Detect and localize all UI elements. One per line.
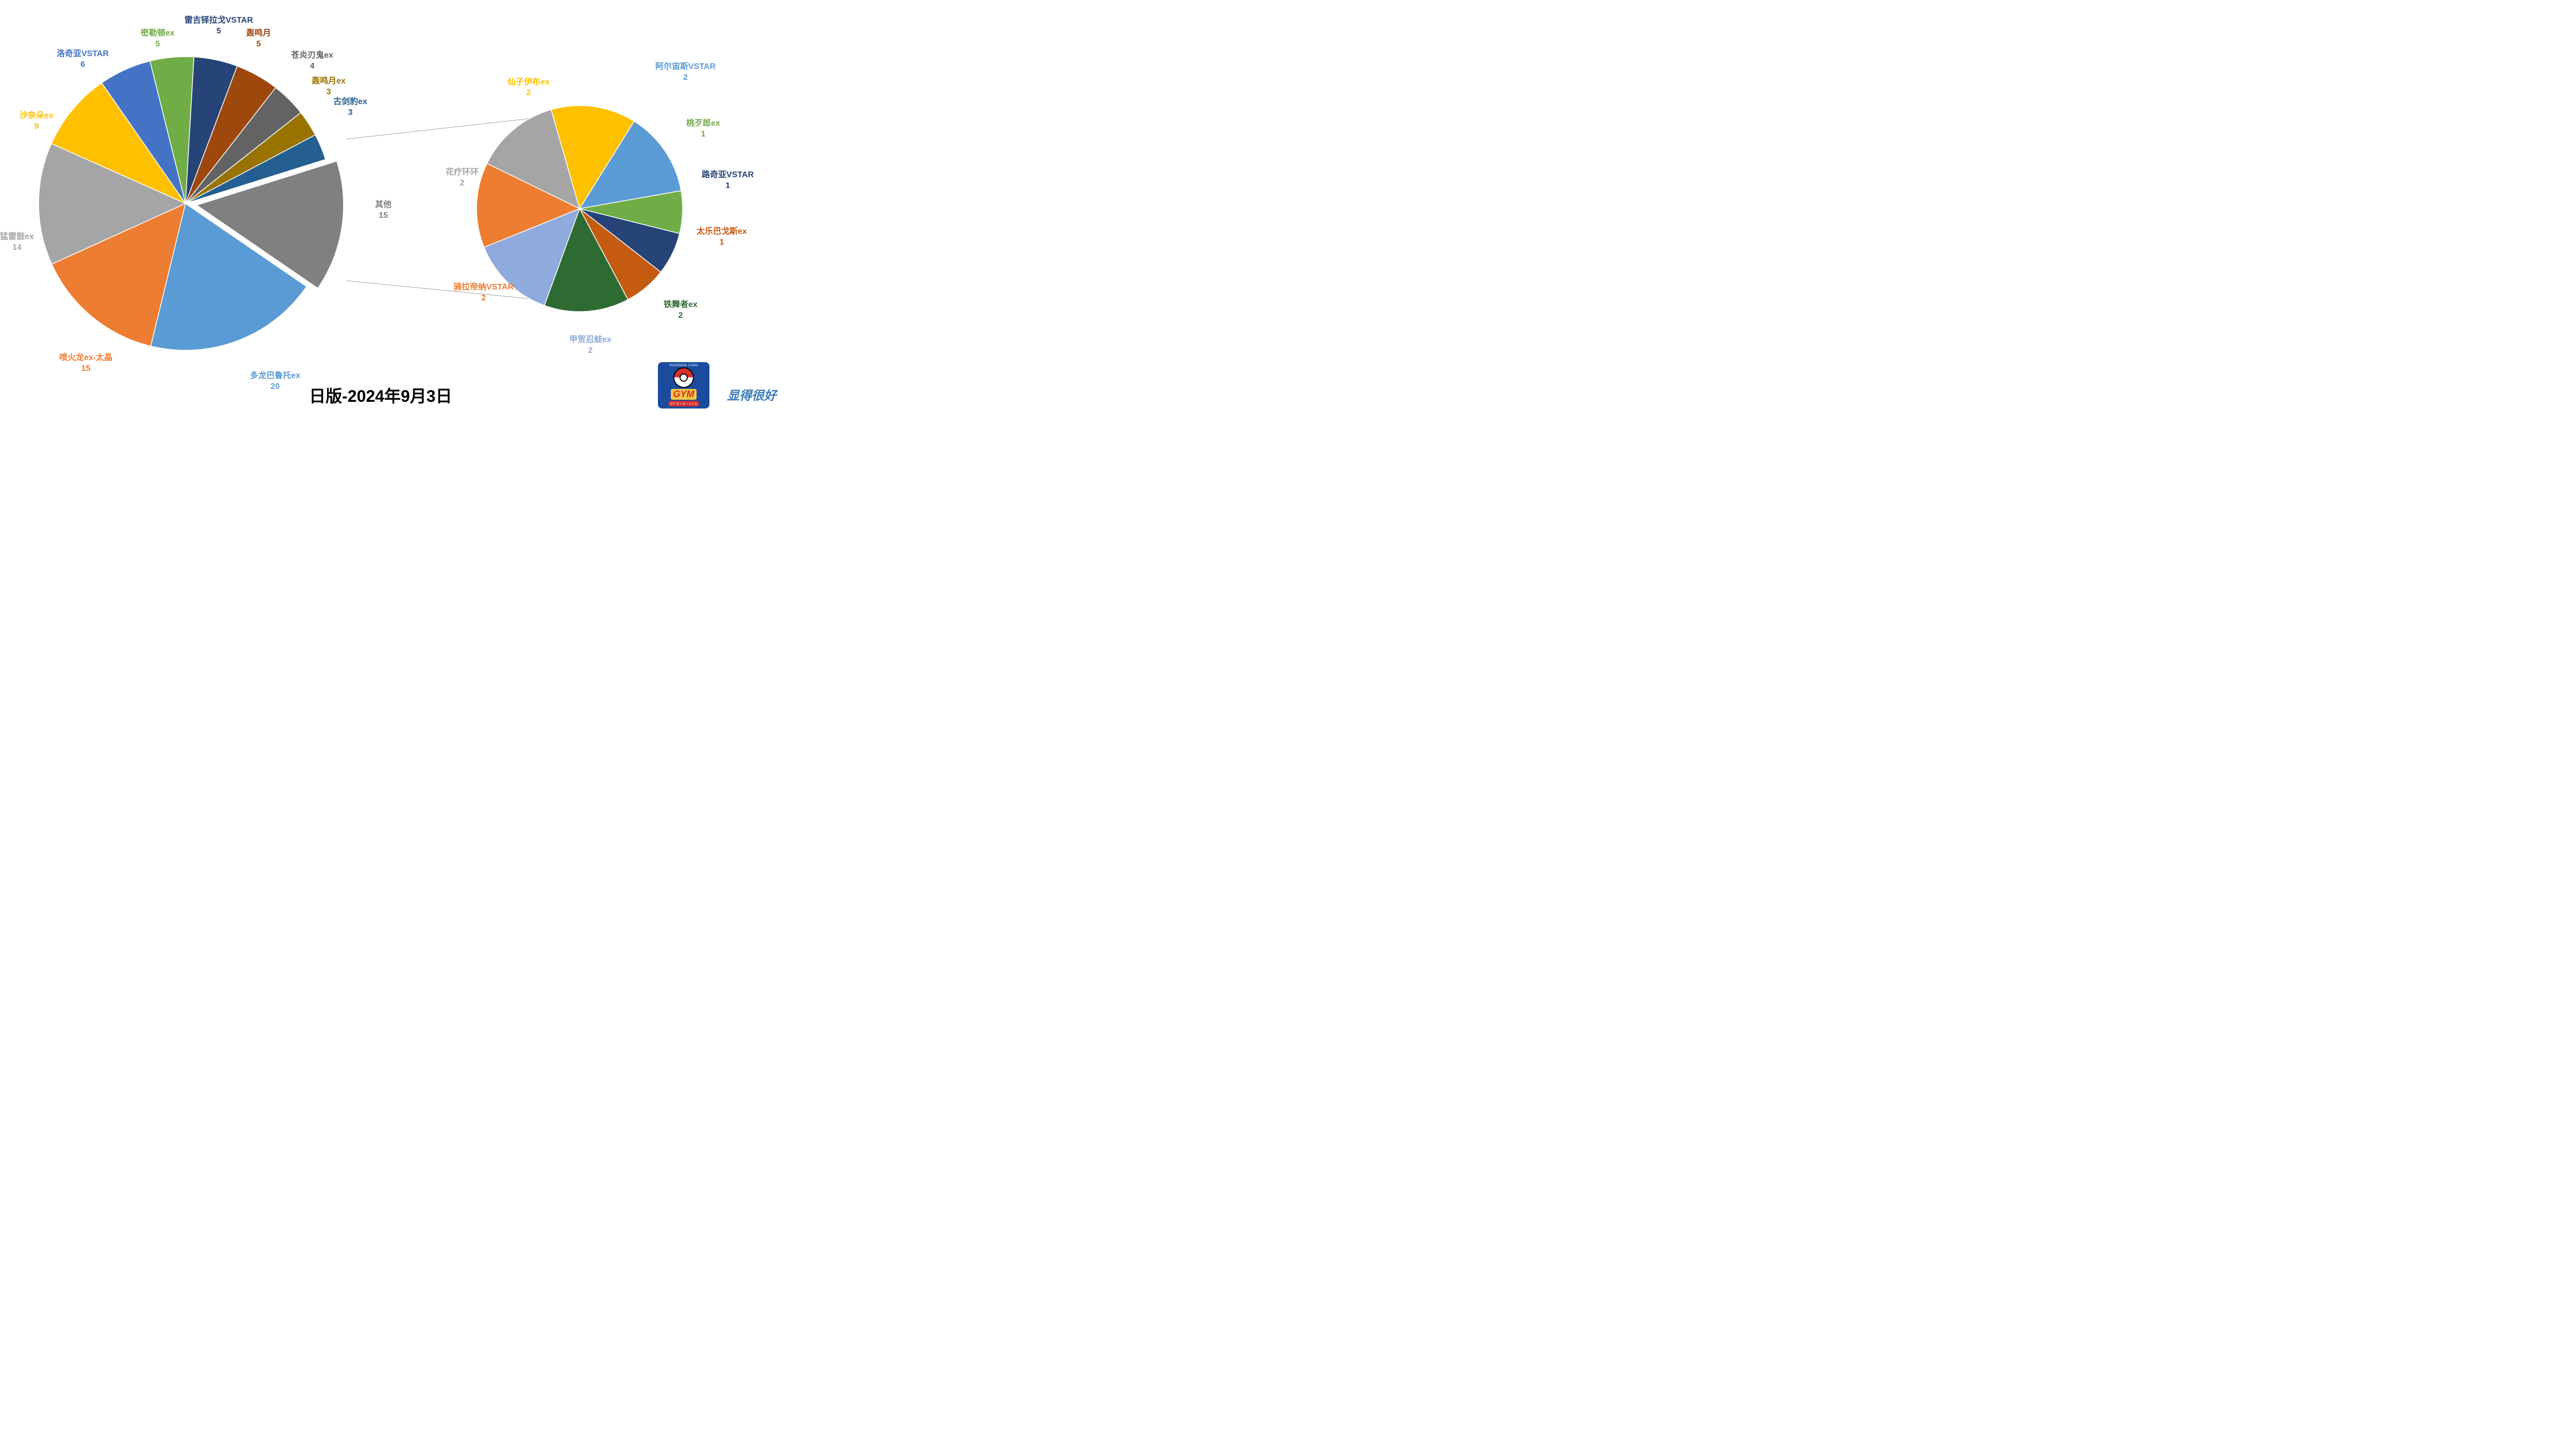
slice-name: 铁舞者ex	[664, 300, 698, 311]
pokemon-card-gym-logo: POKÉMON CARD GYM ポケモンカードジム	[658, 362, 709, 408]
pie-slice-label: 阿尔宙斯VSTAR 2	[655, 62, 716, 83]
slice-value: 2	[453, 293, 514, 304]
slice-name: 仙子伊布ex	[507, 77, 550, 88]
slice-value: 2	[664, 311, 698, 321]
pie-slice-label: 骑拉帝纳VSTAR 2	[453, 282, 514, 304]
slice-value: 2	[569, 346, 612, 356]
pie-slice-label: 仙子伊布ex 2	[507, 77, 550, 99]
pie-slice-label: 路奇亚VSTAR 1	[702, 170, 754, 192]
slice-value: 2	[655, 73, 716, 83]
pie-slice-label: 铁舞者ex 2	[664, 300, 698, 321]
slice-value: 1	[697, 237, 747, 248]
footer-date-text: 日版-2024年9月3日	[309, 383, 452, 407]
slice-name: 桃歹郎ex	[686, 118, 720, 129]
slice-value: 2	[507, 88, 550, 99]
slice-name: 路奇亚VSTAR	[702, 170, 754, 181]
nice-logo: 显得很好	[727, 385, 776, 403]
pokeball-icon	[673, 367, 694, 388]
slice-value: 1	[686, 129, 720, 140]
slice-name: 阿尔宙斯VSTAR	[655, 62, 716, 73]
slice-value: 1	[702, 181, 754, 192]
slice-name: 骑拉帝纳VSTAR	[453, 282, 514, 293]
slice-name: 甲贺忍蛙ex	[569, 335, 612, 346]
pie-slice-label: 太乐巴戈斯ex 1	[697, 227, 747, 248]
pie-slice-label: 甲贺忍蛙ex 2	[569, 335, 612, 356]
slice-value: 2	[446, 178, 479, 189]
slice-name: 太乐巴戈斯ex	[697, 227, 747, 237]
slice-name: 花疗环环	[446, 167, 479, 178]
pie-slice-label: 花疗环环 2	[446, 167, 479, 189]
pie-slice-label: 桃歹郎ex 1	[686, 118, 720, 140]
